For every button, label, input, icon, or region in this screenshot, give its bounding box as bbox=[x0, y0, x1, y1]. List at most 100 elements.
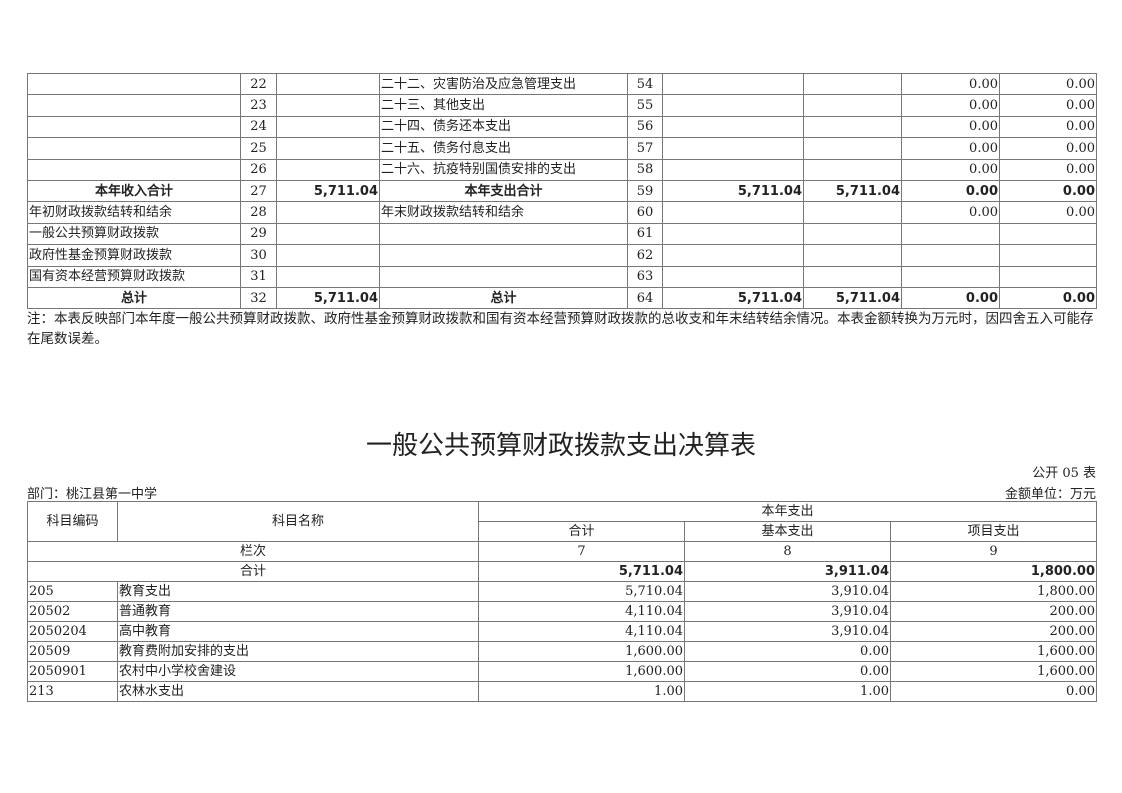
cell-total bbox=[662, 137, 804, 160]
cell-gf: 0.00 bbox=[901, 115, 1000, 139]
cell-total: 4,110.04 bbox=[478, 621, 685, 642]
cell-gp bbox=[803, 115, 902, 139]
table-row: 205 教育支出 5,710.04 3,910.04 1,800.00 bbox=[27, 581, 1097, 602]
cell-income-amount bbox=[276, 158, 380, 181]
header-current: 本年支出 bbox=[478, 501, 1097, 522]
cell-total bbox=[662, 265, 804, 288]
form-number: 公开 05 表 bbox=[1032, 466, 1096, 481]
cell-total: 1,600.00 bbox=[478, 661, 685, 682]
cell-exp-no: 59 bbox=[627, 179, 663, 203]
cell-gp bbox=[803, 244, 902, 267]
sum-total: 5,711.04 bbox=[478, 561, 685, 582]
sum-label: 合计 bbox=[27, 561, 479, 582]
cell-income-no: 25 bbox=[240, 137, 277, 160]
cell-name: 教育费附加安排的支出 bbox=[117, 641, 479, 662]
cell-exp-item bbox=[379, 222, 628, 246]
cell-total: 4,110.04 bbox=[478, 601, 685, 622]
table-row: 2050901 农村中小学校舍建设 1,600.00 0.00 1,600.00 bbox=[27, 661, 1097, 682]
cell-total: 1.00 bbox=[478, 681, 685, 702]
table-row: 20502 普通教育 4,110.04 3,910.04 200.00 bbox=[27, 601, 1097, 622]
cell-name: 普通教育 bbox=[117, 601, 479, 622]
cell-basic: 3,910.04 bbox=[684, 581, 891, 602]
header-name: 科目名称 bbox=[117, 501, 479, 542]
cell-gp bbox=[803, 265, 902, 288]
cell-exp-no: 63 bbox=[627, 265, 663, 288]
sum-row: 合计 5,711.04 3,911.04 1,800.00 bbox=[27, 561, 1097, 582]
cell-total bbox=[662, 201, 804, 224]
cell-project: 0.00 bbox=[890, 681, 1097, 702]
cell-project: 1,600.00 bbox=[890, 661, 1097, 682]
cell-income-item bbox=[27, 72, 241, 96]
cell-exp-item: 本年支出合计 bbox=[379, 179, 628, 203]
cell-gp bbox=[803, 72, 902, 96]
cell-code: 2050901 bbox=[27, 661, 118, 682]
cell-code: 205 bbox=[27, 581, 118, 602]
cell-income-amount bbox=[276, 222, 380, 246]
cell-total: 5,711.04 bbox=[662, 286, 804, 310]
header-total: 合计 bbox=[478, 521, 685, 542]
column-label: 栏次 bbox=[27, 541, 479, 562]
cell-total bbox=[662, 115, 804, 139]
table-row: 20509 教育费附加安排的支出 1,600.00 0.00 1,600.00 bbox=[27, 641, 1097, 662]
cell-gf: 0.00 bbox=[901, 286, 1000, 310]
cell-gf: 0.00 bbox=[901, 179, 1000, 203]
cell-income-no: 23 bbox=[240, 94, 277, 117]
cell-income-amount bbox=[276, 201, 380, 224]
table-row: 25 二十五、债务付息支出 57 0.00 0.00 bbox=[27, 137, 1097, 160]
cell-sc: 0.00 bbox=[999, 286, 1097, 310]
cell-income-item: 一般公共预算财政拨款 bbox=[27, 222, 241, 246]
cell-gp bbox=[803, 158, 902, 181]
cell-income-item bbox=[27, 137, 241, 160]
cell-income-item: 本年收入合计 bbox=[27, 179, 241, 203]
cell-income-amount bbox=[276, 72, 380, 96]
cell-income-amount bbox=[276, 137, 380, 160]
cell-name: 农林水支出 bbox=[117, 681, 479, 702]
cell-code: 20509 bbox=[27, 641, 118, 662]
cell-total: 5,711.04 bbox=[662, 179, 804, 203]
cell-income-amount bbox=[276, 94, 380, 117]
cell-name: 高中教育 bbox=[117, 621, 479, 642]
cell-basic: 1.00 bbox=[684, 681, 891, 702]
cell-exp-no: 56 bbox=[627, 115, 663, 139]
cell-gp bbox=[803, 222, 902, 246]
cell-income-no: 22 bbox=[240, 72, 277, 96]
cell-basic: 0.00 bbox=[684, 641, 891, 662]
expenditure-table: 科目编码 科目名称 本年支出 合计 基本支出 项目支出 栏次 7 8 9 合计 … bbox=[27, 501, 1097, 702]
cell-income-item bbox=[27, 115, 241, 139]
cell-total bbox=[662, 222, 804, 246]
cell-income-item: 政府性基金预算财政拨款 bbox=[27, 244, 241, 267]
cell-income-amount: 5,711.04 bbox=[276, 179, 380, 203]
header-code: 科目编码 bbox=[27, 501, 118, 542]
table-row: 2050204 高中教育 4,110.04 3,910.04 200.00 bbox=[27, 621, 1097, 642]
cell-exp-item bbox=[379, 244, 628, 267]
cell-gp bbox=[803, 94, 902, 117]
cell-basic: 0.00 bbox=[684, 661, 891, 682]
cell-gf: 0.00 bbox=[901, 94, 1000, 117]
cell-income-amount: 5,711.04 bbox=[276, 286, 380, 310]
cell-exp-no: 54 bbox=[627, 72, 663, 96]
sum-basic: 3,911.04 bbox=[684, 561, 891, 582]
cell-sc bbox=[999, 222, 1097, 246]
cell-income-item bbox=[27, 94, 241, 117]
department-label: 部门：桃江县第一中学 bbox=[27, 487, 158, 502]
cell-name: 农村中小学校舍建设 bbox=[117, 661, 479, 682]
cell-total bbox=[662, 72, 804, 96]
table-row: 年初财政拨款结转和结余 28 年末财政拨款结转和结余 60 0.00 0.00 bbox=[27, 201, 1097, 224]
table-row: 国有资本经营预算财政拨款 31 63 bbox=[27, 265, 1097, 288]
header-basic: 基本支出 bbox=[684, 521, 891, 542]
cell-code: 213 bbox=[27, 681, 118, 702]
col-no-8: 8 bbox=[684, 541, 891, 562]
table-row: 213 农林水支出 1.00 1.00 0.00 bbox=[27, 681, 1097, 702]
cell-basic: 3,910.04 bbox=[684, 601, 891, 622]
cell-gp: 5,711.04 bbox=[803, 286, 902, 310]
cell-code: 2050204 bbox=[27, 621, 118, 642]
cell-income-item bbox=[27, 158, 241, 181]
cell-gf: 0.00 bbox=[901, 201, 1000, 224]
cell-gp bbox=[803, 201, 902, 224]
cell-total: 1,600.00 bbox=[478, 641, 685, 662]
cell-exp-item: 二十四、债务还本支出 bbox=[379, 115, 628, 139]
cell-gf bbox=[901, 265, 1000, 288]
cell-income-item: 国有资本经营预算财政拨款 bbox=[27, 265, 241, 288]
cell-exp-item: 二十五、债务付息支出 bbox=[379, 137, 628, 160]
cell-exp-item bbox=[379, 265, 628, 288]
